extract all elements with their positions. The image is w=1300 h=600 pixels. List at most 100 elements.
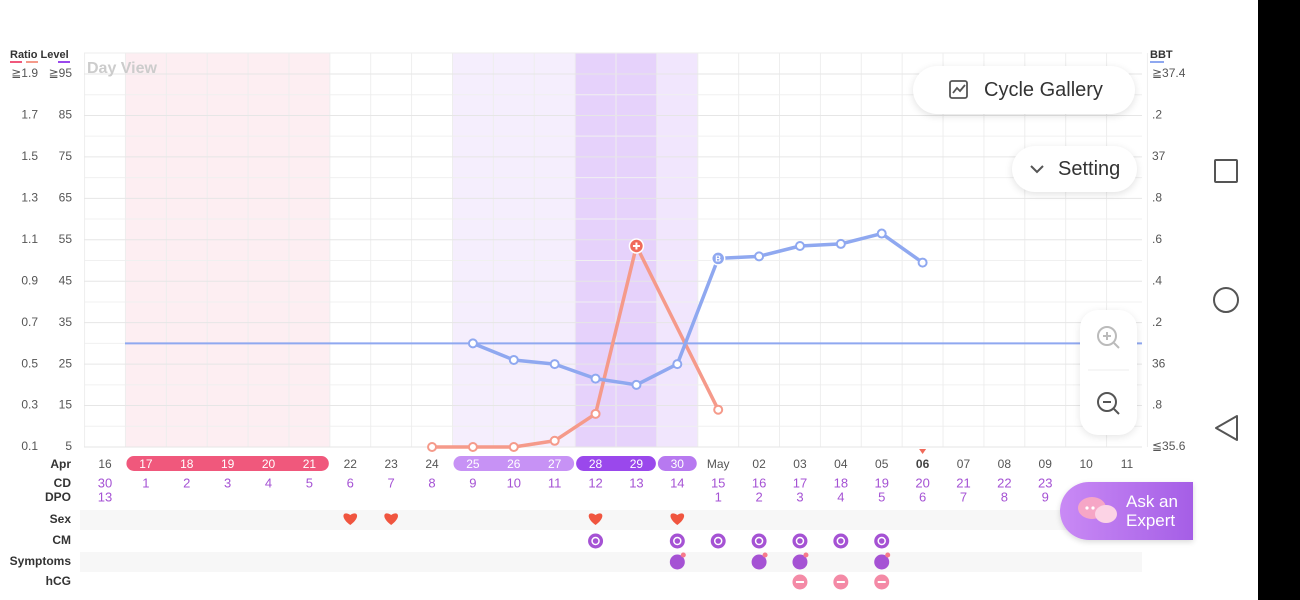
cm-icon <box>710 533 726 549</box>
x-tick-label: 26 <box>507 457 521 471</box>
background <box>84 52 1148 448</box>
cd-value: 2 <box>183 475 190 490</box>
date-highlight <box>126 456 329 471</box>
date-highlight <box>576 456 656 471</box>
date-highlight <box>453 456 575 471</box>
nav-home[interactable] <box>1213 287 1239 313</box>
x-tick-label: 16 <box>98 457 112 471</box>
x-tick-label: 19 <box>221 457 235 471</box>
symptom-dot <box>680 552 686 558</box>
cm-icon <box>588 533 604 549</box>
symptom-icon <box>669 554 685 570</box>
x-tick-label: 22 <box>344 457 358 471</box>
cd-value: 6 <box>347 475 354 490</box>
cd-value: 3 <box>224 475 231 490</box>
row-label: DPO <box>45 490 71 504</box>
setting-button[interactable]: Setting <box>1012 146 1137 192</box>
row-label: CM <box>52 533 71 547</box>
sex-icon <box>588 513 603 525</box>
series-point <box>672 359 683 370</box>
series-point <box>917 257 928 268</box>
sex-icon <box>384 513 398 525</box>
series-point <box>754 251 765 262</box>
cm-icon <box>833 533 849 549</box>
zoom-in[interactable] <box>1097 326 1120 349</box>
row-label: CD <box>54 476 72 490</box>
dpo-value: 4 <box>837 489 844 504</box>
cd-value: 12 <box>588 475 602 490</box>
cd-value: 9 <box>469 475 476 490</box>
x-tick-label: 10 <box>1079 457 1093 471</box>
cm-icon-inner <box>713 536 723 546</box>
series-point <box>835 238 846 249</box>
series-segment <box>634 244 720 412</box>
ask-expert-button[interactable]: Ask an Expert <box>1060 482 1193 540</box>
y2-tick-label: 37 <box>1152 149 1166 163</box>
cm-icon-inner <box>795 536 805 546</box>
symptom-dot <box>885 552 891 558</box>
cd-value: 5 <box>306 475 313 490</box>
cd-value: 21 <box>956 475 970 490</box>
level-tick-label: 15 <box>59 398 73 412</box>
row-band <box>80 552 1142 572</box>
dpo-value: 5 <box>878 489 885 504</box>
x-tick-label: 02 <box>752 457 766 471</box>
series-point <box>590 373 601 384</box>
x-tick-label: 04 <box>834 457 848 471</box>
x-tick-label: 27 <box>548 457 562 471</box>
cd-value: 22 <box>997 475 1011 490</box>
x-tick-label: 17 <box>139 457 153 471</box>
x-tick-label: 20 <box>262 457 276 471</box>
cd-value: 23 <box>1038 475 1052 490</box>
cycle-gallery-button[interactable]: Cycle Gallery <box>913 66 1135 114</box>
x-tick-label: 08 <box>998 457 1012 471</box>
cd-value: 10 <box>507 475 521 490</box>
zoom-icons <box>1088 326 1129 415</box>
sex-icon <box>343 513 358 525</box>
dpo-value: 13 <box>98 489 112 504</box>
ovulation-point <box>710 251 726 266</box>
cd-value: 19 <box>874 475 888 490</box>
cd-value: 30 <box>98 475 112 490</box>
level-tick-label: 45 <box>59 273 73 287</box>
peak-plus <box>632 242 640 250</box>
ovulation-marker: B <box>715 255 721 264</box>
y2-tick-label: .8 <box>1152 398 1162 412</box>
y2-tick-label: .4 <box>1152 273 1162 287</box>
zoom-panel <box>1080 310 1137 435</box>
x-tick-label: 09 <box>1039 457 1053 471</box>
nav-back[interactable] <box>1215 415 1238 441</box>
series-point <box>508 354 519 365</box>
x-tick-label: 03 <box>793 457 807 471</box>
series-point <box>590 408 601 419</box>
cd-value: 4 <box>265 475 272 490</box>
cm-icon-inner <box>836 536 846 546</box>
legend-swatch <box>26 61 38 63</box>
phase-shading <box>125 53 330 447</box>
gallery-icon <box>949 80 968 99</box>
cm-icon-inner <box>591 536 600 546</box>
x-tick-label: 18 <box>180 457 194 471</box>
chat-icon <box>1078 497 1117 523</box>
level-tick-label: ≧95 <box>49 66 73 80</box>
series-segment <box>593 244 639 416</box>
y2-tick-label: .2 <box>1152 108 1162 122</box>
cd-value: 18 <box>834 475 848 490</box>
zoom-out[interactable] <box>1097 392 1120 415</box>
row-label: hCG <box>46 574 71 588</box>
dpo-value: 7 <box>960 489 967 504</box>
series-point <box>427 442 438 452</box>
x-tick-label: May <box>707 457 730 471</box>
series-point <box>794 240 805 251</box>
dpo-value: 8 <box>1001 489 1008 504</box>
y-tick-label: 1.7 <box>21 108 38 122</box>
nav-recent[interactable] <box>1214 159 1238 183</box>
y2-tick-label: ≦35.6 <box>1152 439 1186 453</box>
y-tick-label: 0.9 <box>21 273 38 287</box>
phase-shading <box>656 53 698 447</box>
x-tick-label: 06 <box>916 457 930 471</box>
symptom-icon <box>792 554 808 570</box>
series-point <box>467 338 478 349</box>
today-marker <box>919 449 927 454</box>
dpo-value: 1 <box>715 489 722 504</box>
